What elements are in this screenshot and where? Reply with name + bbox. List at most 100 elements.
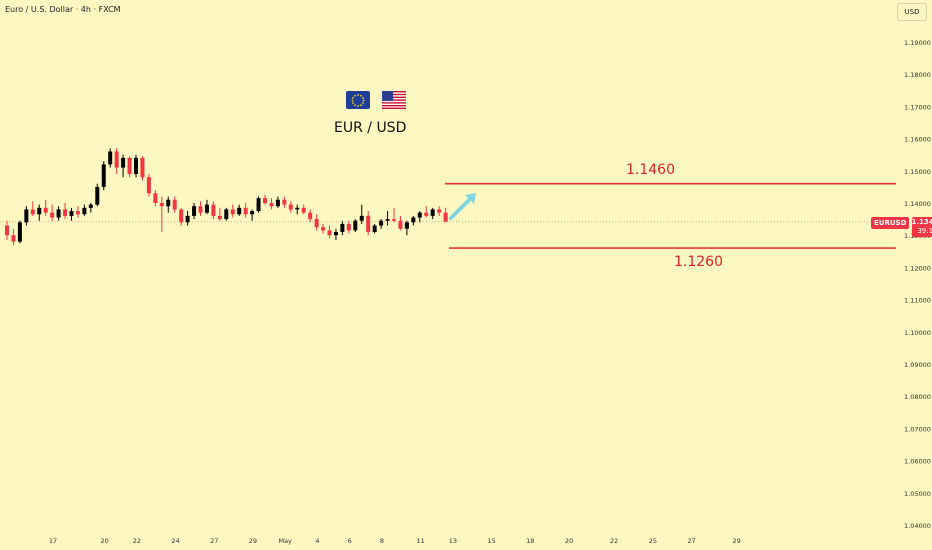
candle-body bbox=[114, 151, 119, 168]
eu-flag-icon bbox=[346, 91, 370, 109]
us-flag-icon bbox=[382, 91, 406, 109]
candle-body bbox=[269, 203, 274, 207]
candle-body bbox=[185, 215, 190, 223]
candle-body bbox=[372, 225, 377, 232]
candle-body bbox=[17, 222, 22, 242]
candle-body bbox=[69, 211, 74, 216]
y-tick-label: 1.14000 bbox=[904, 200, 931, 208]
candle-body bbox=[301, 207, 306, 213]
y-tick-label: 1.05000 bbox=[904, 490, 931, 498]
x-tick-label: 24 bbox=[171, 537, 179, 545]
lower-level-label: 1.1260 bbox=[674, 254, 723, 270]
candle-body bbox=[192, 206, 197, 216]
x-tick-label: 11 bbox=[417, 537, 425, 545]
badge-countdown: 39:14 bbox=[917, 227, 932, 235]
candle-body bbox=[346, 223, 351, 231]
candle-body bbox=[101, 164, 106, 187]
y-tick-label: 1.15000 bbox=[904, 168, 931, 176]
symbol-title[interactable]: Euro / U.S. Dollar · 4h · FXCM bbox=[5, 5, 121, 14]
x-tick-label: 27 bbox=[687, 537, 695, 545]
candle-body bbox=[385, 219, 390, 221]
x-tick-label: 8 bbox=[380, 537, 384, 545]
candle-body bbox=[211, 204, 216, 216]
candle-body bbox=[127, 157, 132, 175]
candle-body bbox=[282, 199, 287, 205]
x-tick-label: 20 bbox=[100, 537, 108, 545]
candle-body bbox=[417, 212, 422, 218]
candle-body bbox=[88, 204, 93, 208]
y-tick-label: 1.18000 bbox=[904, 71, 931, 79]
candle-body bbox=[430, 209, 435, 216]
candle-body bbox=[140, 157, 145, 178]
candle-body bbox=[198, 206, 203, 213]
x-tick-label: May bbox=[278, 537, 292, 545]
candle-body bbox=[75, 211, 80, 215]
x-tick-label: 13 bbox=[449, 537, 457, 545]
badge-symbol: EURUSD bbox=[871, 217, 910, 229]
candle-body bbox=[275, 199, 280, 207]
y-tick-label: 1.10000 bbox=[904, 329, 931, 337]
candle-body bbox=[172, 199, 177, 210]
candle-body bbox=[333, 231, 338, 236]
candle-body bbox=[424, 212, 429, 216]
pair-title: EUR / USD bbox=[334, 120, 407, 136]
candle-body bbox=[179, 209, 184, 223]
x-tick-label: 22 bbox=[610, 537, 618, 545]
candle-body bbox=[366, 215, 371, 232]
y-tick-label: 1.17000 bbox=[904, 103, 931, 111]
candle-body bbox=[340, 223, 345, 232]
candle-body bbox=[392, 219, 396, 221]
x-tick-label: 17 bbox=[49, 537, 57, 545]
candle-body bbox=[134, 157, 138, 175]
candle-body bbox=[217, 215, 222, 220]
candle-body bbox=[159, 203, 164, 207]
candle-body bbox=[327, 230, 332, 236]
candles bbox=[5, 148, 448, 245]
horizontal-levels[interactable] bbox=[445, 182, 896, 249]
candle-body bbox=[353, 220, 358, 231]
candle-body bbox=[24, 209, 29, 223]
candle-body bbox=[411, 217, 416, 223]
candle-body bbox=[5, 225, 9, 236]
candle-body bbox=[153, 193, 158, 203]
candle-body bbox=[82, 207, 87, 215]
x-tick-label: 22 bbox=[133, 537, 141, 545]
candle-body bbox=[204, 204, 209, 213]
candle-body bbox=[166, 199, 171, 207]
candle-body bbox=[437, 209, 442, 213]
price-axis[interactable]: 1.19000 1.18000 1.17000 1.16000 1.15000 1.140… bbox=[904, 39, 931, 530]
candle-body bbox=[379, 220, 384, 226]
x-tick-label: 4 bbox=[315, 537, 319, 545]
y-tick-label: 1.07000 bbox=[904, 425, 931, 433]
candle-body bbox=[50, 212, 55, 218]
badge-price: 1.13417 bbox=[911, 218, 932, 226]
candle-body bbox=[56, 209, 61, 218]
candle-body bbox=[11, 235, 16, 242]
candle-body bbox=[308, 212, 313, 220]
badge-price-box: 1.13417 39:14 bbox=[911, 217, 932, 237]
candle-body bbox=[146, 177, 151, 194]
upper-level-label: 1.1460 bbox=[626, 162, 675, 178]
candle-body bbox=[108, 151, 113, 165]
x-tick-label: 25 bbox=[649, 537, 657, 545]
candle-body bbox=[37, 207, 42, 215]
y-tick-label: 1.11000 bbox=[904, 297, 931, 305]
x-tick-label: 20 bbox=[565, 537, 573, 545]
y-tick-label: 1.19000 bbox=[904, 39, 931, 47]
y-tick-label: 1.08000 bbox=[904, 393, 931, 401]
trend-arrow-head bbox=[465, 193, 476, 204]
x-tick-label: 29 bbox=[249, 537, 257, 545]
x-tick-label: 15 bbox=[487, 537, 495, 545]
y-tick-label: 1.06000 bbox=[904, 458, 931, 466]
time-axis[interactable]: 17 20 22 24 27 29 May 4 6 8 11 13 15 18 20 22 25 27 29 bbox=[49, 537, 741, 545]
x-tick-label: 27 bbox=[210, 537, 218, 545]
candle-body bbox=[237, 207, 242, 215]
currency-button[interactable]: USD bbox=[897, 3, 927, 21]
x-tick-label: 29 bbox=[733, 537, 741, 545]
candle-body bbox=[359, 215, 364, 221]
candle-body bbox=[121, 157, 126, 168]
candle-body bbox=[43, 207, 48, 213]
candle-body bbox=[443, 212, 448, 222]
y-tick-label: 1.16000 bbox=[904, 136, 931, 144]
